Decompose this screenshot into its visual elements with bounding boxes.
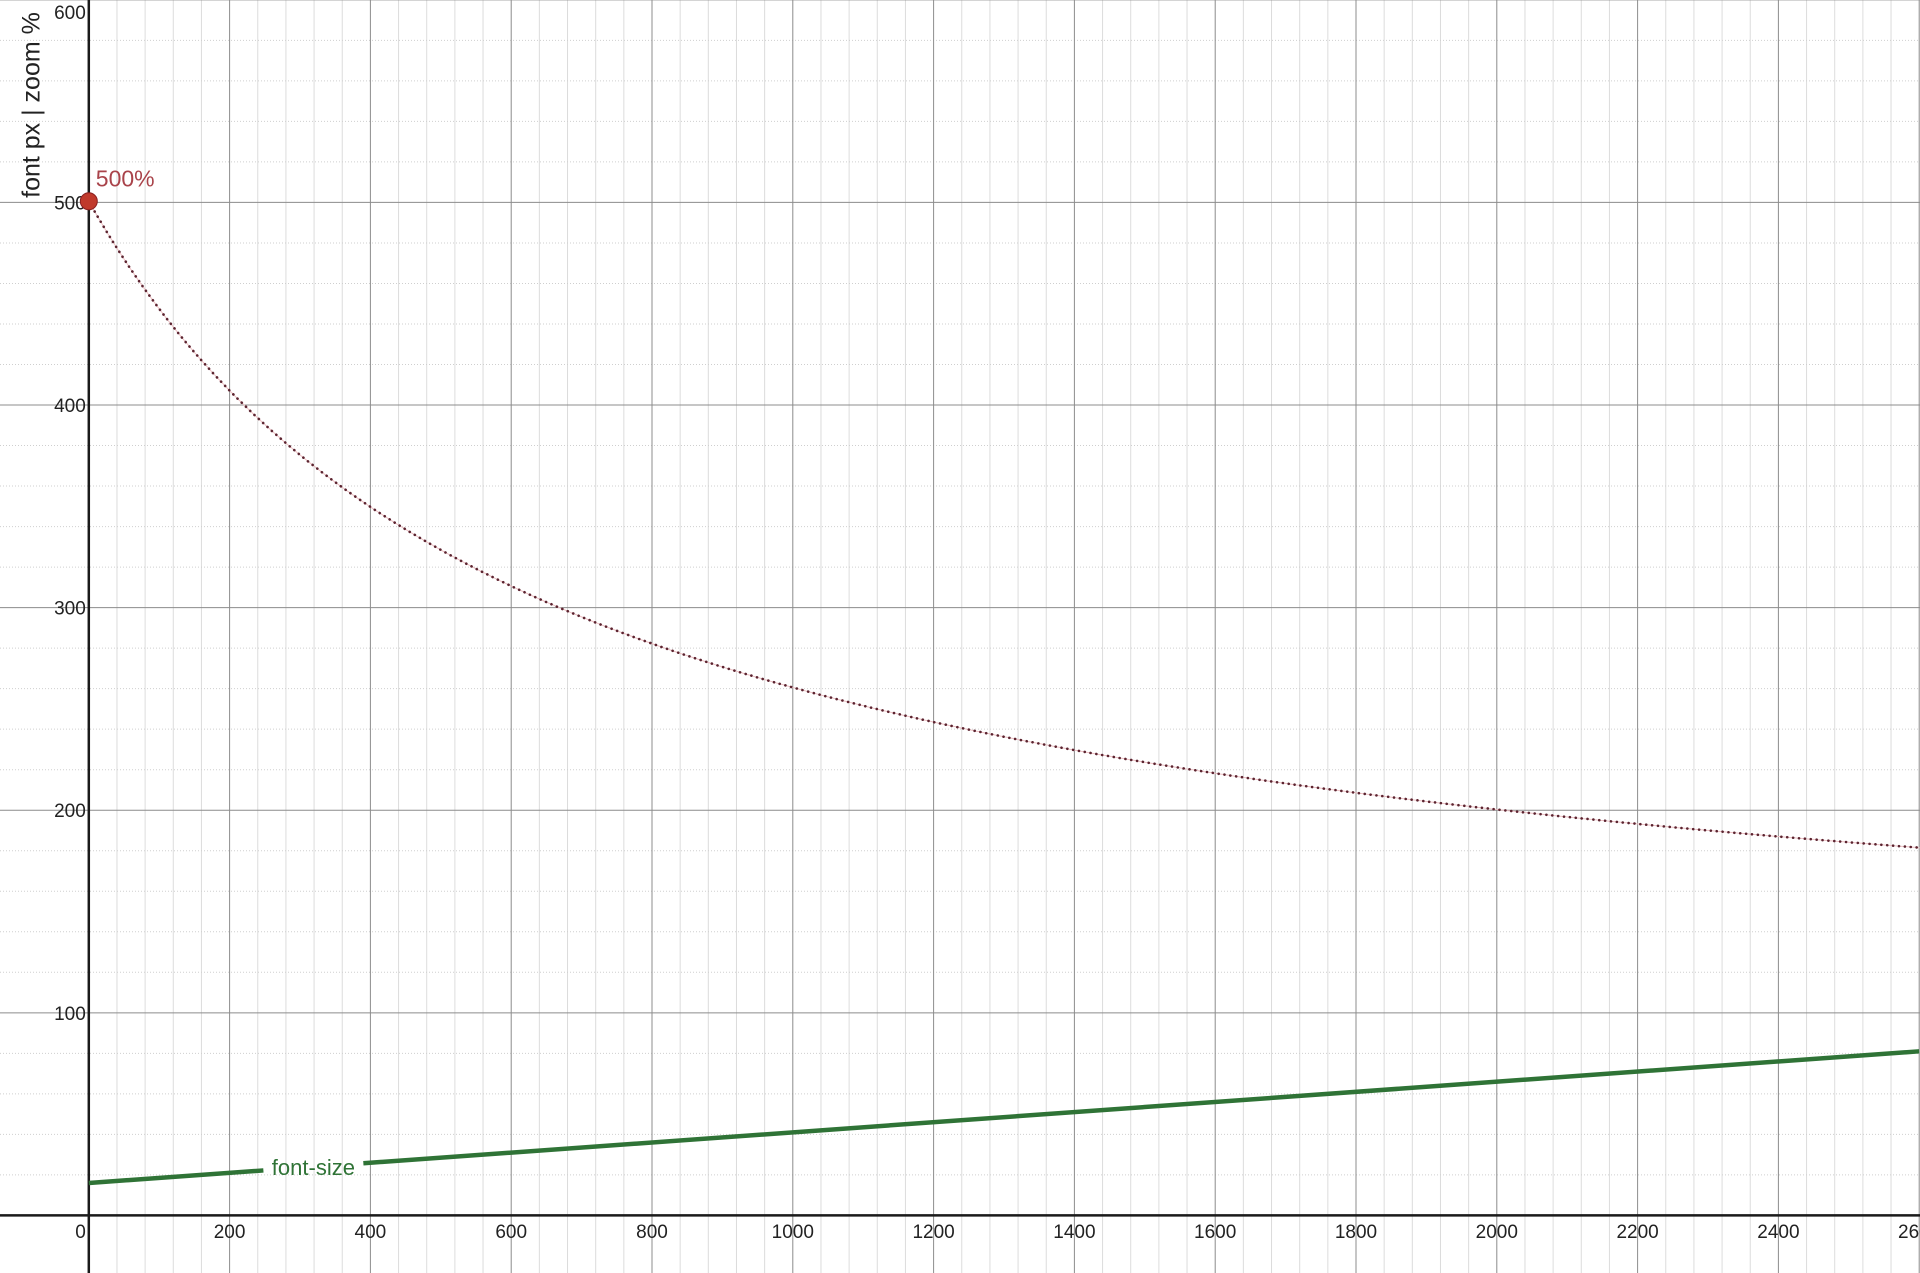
svg-text:1600: 1600 <box>1194 1222 1236 1243</box>
svg-text:0: 0 <box>75 1222 86 1243</box>
svg-text:200: 200 <box>54 801 86 822</box>
svg-text:1000: 1000 <box>772 1222 814 1243</box>
svg-text:600: 600 <box>54 3 86 24</box>
svg-text:800: 800 <box>636 1222 668 1243</box>
svg-text:1400: 1400 <box>1053 1222 1095 1243</box>
svg-text:400: 400 <box>54 396 86 417</box>
svg-text:200: 200 <box>214 1222 246 1243</box>
svg-text:2600: 2600 <box>1898 1222 1920 1243</box>
svg-text:400: 400 <box>355 1222 387 1243</box>
svg-text:1200: 1200 <box>912 1222 954 1243</box>
svg-text:2200: 2200 <box>1616 1222 1658 1243</box>
svg-text:600: 600 <box>495 1222 527 1243</box>
svg-text:1800: 1800 <box>1335 1222 1377 1243</box>
svg-text:2000: 2000 <box>1476 1222 1518 1243</box>
svg-text:2400: 2400 <box>1757 1222 1799 1243</box>
svg-text:font px | zoom %: font px | zoom % <box>18 12 46 198</box>
svg-text:font-size: font-size <box>272 1155 355 1180</box>
svg-text:300: 300 <box>54 599 86 620</box>
svg-text:500%: 500% <box>96 165 155 191</box>
svg-text:100: 100 <box>54 1004 86 1025</box>
